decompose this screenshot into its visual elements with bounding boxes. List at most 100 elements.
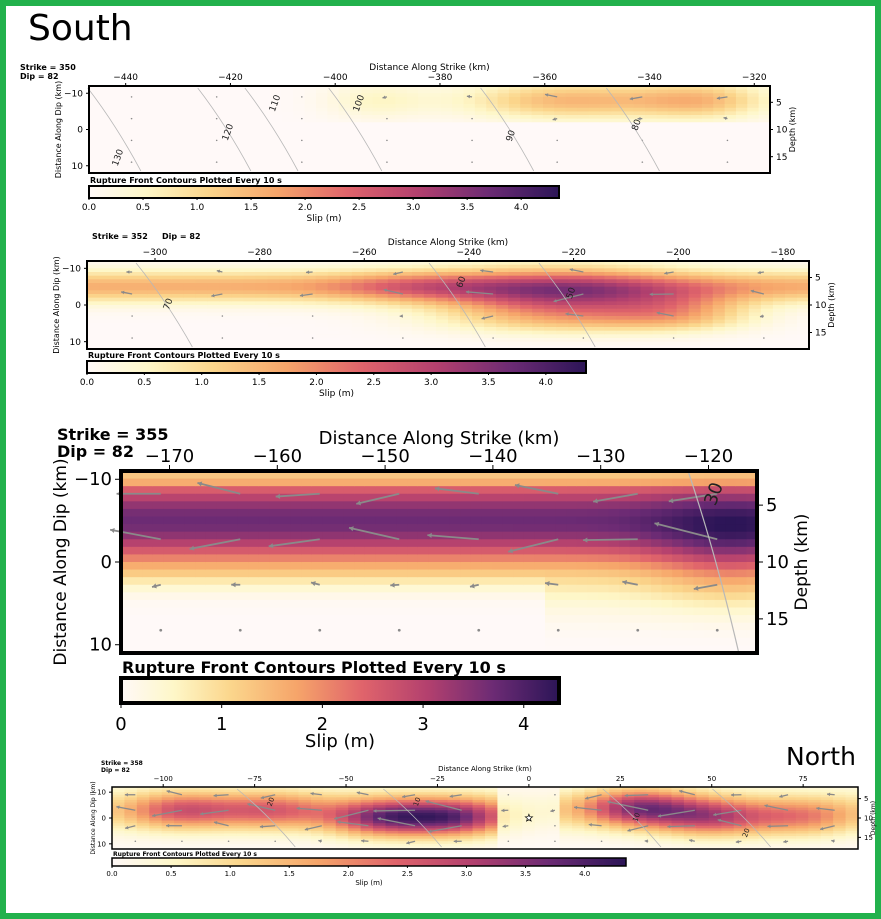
slip-vector-head — [553, 298, 557, 303]
slip-cell — [693, 577, 705, 586]
slip-cell — [611, 104, 624, 109]
slip-cell — [724, 338, 738, 343]
slip-cell — [339, 334, 353, 339]
slip-cell — [690, 154, 703, 160]
slip-cell — [428, 584, 440, 593]
slip-cell — [258, 577, 270, 586]
slip-cell — [168, 129, 181, 134]
slip-cell — [174, 622, 186, 631]
slip-cell — [327, 96, 340, 102]
slip-cell — [280, 493, 292, 502]
slip-cell — [599, 133, 612, 138]
slip-cell — [311, 516, 323, 525]
slip-cell — [554, 104, 567, 109]
slip-cell — [520, 316, 533, 321]
slip-cell — [736, 261, 750, 266]
slip-cell — [195, 584, 207, 593]
slip-cell — [544, 345, 557, 350]
slip-cell — [520, 89, 533, 94]
slip-cell — [339, 272, 353, 277]
slip-cell — [149, 799, 163, 804]
slip-cell — [440, 118, 453, 123]
slip-cell — [611, 165, 624, 170]
slip-cell — [672, 501, 684, 510]
slip-cell — [219, 283, 232, 288]
slip-cell — [688, 301, 702, 306]
slip-cell — [735, 162, 748, 167]
slip-cell — [545, 599, 557, 609]
slip-cell — [616, 261, 630, 266]
slip-cell — [174, 846, 188, 850]
slip-cell — [248, 807, 262, 811]
slip-cell — [513, 501, 525, 510]
slip-cell — [588, 111, 601, 116]
slip-cell — [161, 805, 175, 809]
slip-cell — [387, 261, 401, 266]
slip-cell — [216, 569, 228, 578]
slip-cell — [123, 118, 135, 123]
slip-cell — [735, 546, 747, 556]
slip-cell — [134, 154, 147, 160]
slip-cell — [746, 524, 758, 533]
slip-cell — [622, 122, 635, 127]
slip-cell — [179, 107, 192, 112]
slip-cell — [219, 264, 232, 269]
slip-cell — [508, 144, 521, 149]
slip-cell — [661, 524, 673, 533]
slip-cell — [135, 308, 148, 313]
slip-cell — [758, 144, 771, 149]
slip-cell — [291, 319, 305, 324]
slip-cell — [211, 812, 225, 817]
slip-cell — [202, 118, 215, 123]
slip-cell — [179, 169, 192, 174]
slip-cell — [303, 301, 317, 306]
slip-cell — [651, 486, 663, 495]
slip-cell — [375, 316, 389, 321]
slip-cell — [502, 622, 514, 631]
slip-cell — [628, 319, 642, 324]
slip-cell — [375, 338, 389, 343]
slip-cell — [396, 546, 408, 556]
slip-cell — [661, 562, 673, 571]
slip-cell — [619, 569, 631, 578]
slip-cell — [280, 531, 292, 540]
slip-cell — [724, 111, 737, 116]
slip-cell — [316, 144, 328, 149]
slip-cell — [279, 334, 293, 339]
slip-cell — [724, 279, 738, 284]
slip-cell — [236, 115, 249, 120]
slip-cell — [259, 100, 272, 105]
slip-cell — [724, 147, 737, 152]
slip-cell — [608, 577, 620, 586]
slip-cell — [496, 323, 509, 328]
slip-cell — [147, 275, 160, 280]
slip-cell — [520, 96, 533, 102]
slip-cell — [248, 516, 260, 525]
slip-cell — [247, 104, 260, 109]
slip-cell — [225, 111, 238, 116]
slip-cell — [338, 147, 351, 152]
slip-cell — [303, 316, 317, 321]
slip-cell — [599, 111, 612, 116]
slip-cell — [587, 637, 599, 647]
slip-cell — [474, 147, 487, 152]
slip-cell — [661, 554, 673, 563]
slip-cell — [384, 158, 397, 163]
slip-cell — [152, 471, 164, 480]
slip-cell — [223, 815, 237, 819]
slip-cell — [207, 283, 220, 288]
slip-cell — [174, 630, 186, 639]
slip-cell — [587, 630, 599, 639]
slip-cell — [531, 151, 544, 156]
slip-cell — [520, 319, 533, 324]
slip-cell — [598, 645, 610, 654]
slip-cell — [361, 107, 374, 112]
slip-cell — [372, 151, 385, 156]
slip-cell — [207, 264, 220, 269]
slip-cell — [481, 546, 493, 556]
slip-cell — [472, 268, 485, 273]
slip-cell — [712, 308, 726, 313]
slip-cell — [760, 294, 774, 299]
slip-cell — [396, 493, 408, 502]
slip-cell — [679, 111, 692, 116]
